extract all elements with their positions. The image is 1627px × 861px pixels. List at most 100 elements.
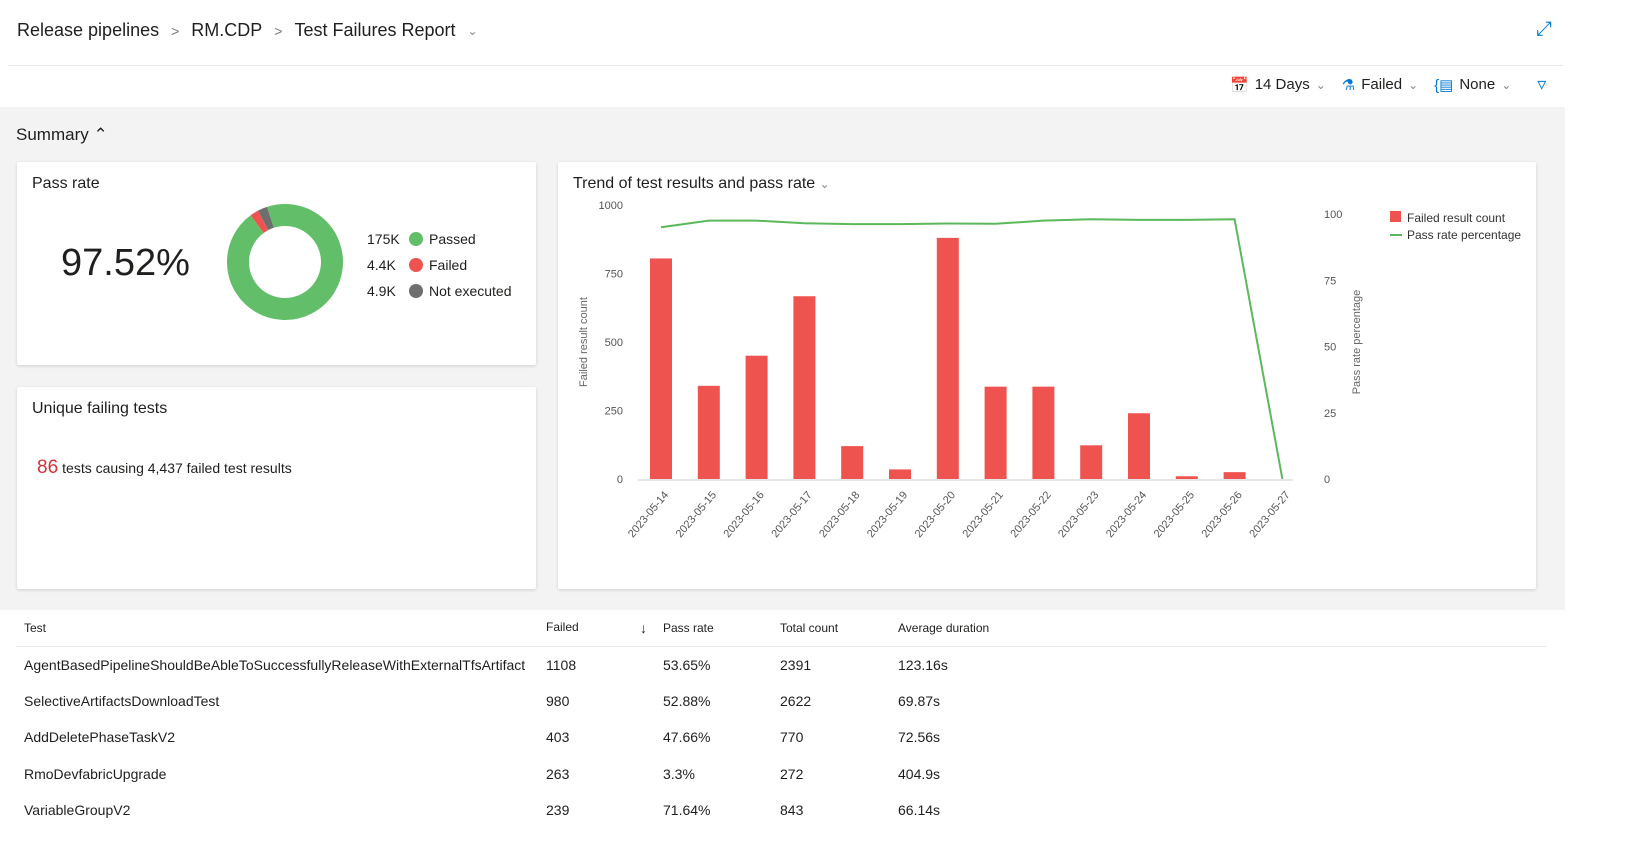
outcome-label: Failed — [1361, 76, 1403, 93]
table-cell: 69.87s — [898, 692, 941, 709]
summary-label: Summary — [16, 125, 89, 144]
unique-failing-summary: 86 tests causing 4,437 failed test result… — [37, 457, 292, 479]
x-tick-label: 2023-05-18 — [817, 489, 862, 540]
bar-2023-05-21 — [984, 386, 1007, 479]
breadcrumb-report[interactable]: Test Failures Report — [294, 20, 456, 40]
filter-icon[interactable]: ▿ — [1537, 74, 1547, 94]
table-cell: 123.16s — [898, 656, 948, 673]
toolbar: 📅 14 Days ⌄ ⚗ Failed ⌄ {▤ None ⌄ ▿ — [1230, 74, 1546, 95]
bar-2023-05-15 — [697, 385, 720, 479]
y-tick-label: 1000 — [599, 200, 623, 212]
table-cell: 404.9s — [898, 765, 941, 782]
table-row[interactable]: AgentBasedPipelineShouldBeAbleToSuccessf… — [16, 646, 1546, 683]
column-header-total-count[interactable]: Total count — [772, 610, 890, 647]
table-cell: 272 — [780, 765, 804, 782]
expand-icon[interactable]: ⤢ — [1536, 18, 1552, 40]
table-cell: 843 — [780, 802, 804, 819]
legend-failed: 4.4K Failed — [367, 252, 512, 278]
table-row[interactable]: RmoDevfabricUpgrade 263 3.3% 272 404.9s — [16, 756, 1546, 793]
chevron-down-icon: ⌄ — [1315, 77, 1326, 92]
legend-value: 175K — [367, 231, 400, 247]
divider — [8, 65, 1563, 66]
bar-2023-05-23 — [1080, 445, 1103, 479]
group-dropdown[interactable]: {▤ None ⌄ — [1434, 76, 1511, 94]
breadcrumb-rm-cdp[interactable]: RM.CDP — [191, 20, 263, 40]
breadcrumb: Release pipelines > RM.CDP > Test Failures… — [17, 20, 478, 41]
pass-rate-card: Pass rate 97.52% 175K Passed 4.4K Failed 4… — [17, 162, 536, 365]
table-cell: RmoDevfabricUpgrade — [24, 765, 167, 782]
y2-tick-label: 0 — [1324, 474, 1330, 486]
table-row[interactable]: AddDeletePhaseTaskV2 403 47.66% 770 72.56s — [16, 719, 1546, 756]
calendar-icon: 📅 — [1230, 76, 1249, 94]
card-title: Unique failing tests — [32, 400, 168, 417]
chevron-right-icon: > — [171, 22, 180, 39]
table-row[interactable]: SelectiveArtifactsDownloadTest 980 52.88% 2… — [16, 683, 1546, 720]
unique-count[interactable]: 86 — [37, 457, 59, 478]
x-tick-label: 2023-05-23 — [1056, 489, 1101, 540]
x-tick-label: 2023-05-21 — [961, 489, 1006, 540]
legend-label: Passed — [429, 231, 476, 247]
bar-2023-05-19 — [889, 469, 911, 479]
sort-down-icon: ↓ — [640, 619, 647, 636]
table-cell: AgentBasedPipelineShouldBeAbleToSuccessf… — [24, 656, 526, 673]
table-cell: 980 — [546, 692, 570, 709]
table-cell: 52.88% — [663, 692, 711, 709]
group-label: None — [1459, 76, 1496, 93]
chevron-down-icon: ⌄ — [1501, 77, 1512, 92]
dot-icon — [409, 258, 423, 272]
x-tick-label: 2023-05-24 — [1104, 489, 1149, 540]
unique-text: tests causing 4,437 failed test results — [62, 460, 292, 476]
outcome-dropdown[interactable]: ⚗ Failed ⌄ — [1342, 76, 1418, 94]
table-cell: 3.3% — [663, 765, 695, 782]
summary-toggle[interactable]: Summary ⌃ — [16, 125, 108, 145]
table-cell: 71.64% — [663, 802, 711, 819]
legend-passed: 175K Passed — [367, 226, 512, 252]
pass-rate-legend: 175K Passed 4.4K Failed 4.9K Not executed — [367, 226, 512, 304]
flask-icon: ⚗ — [1341, 76, 1356, 94]
x-tick-label: 2023-05-20 — [913, 489, 958, 540]
card-title: Pass rate — [32, 175, 100, 192]
x-tick-label: 2023-05-17 — [769, 489, 814, 540]
y-tick-label: 250 — [605, 406, 623, 418]
column-header-pass-rate[interactable]: Pass rate — [655, 610, 772, 647]
x-tick-label: 2023-05-27 — [1247, 489, 1292, 540]
bar-2023-05-18 — [841, 446, 864, 479]
table-cell: 66.14s — [898, 802, 941, 819]
period-label: 14 Days — [1254, 76, 1310, 93]
chevron-down-icon: ⌄ — [819, 177, 830, 191]
column-header-failed[interactable]: Failed ↓ — [538, 610, 655, 647]
legend-label: Failed — [429, 257, 468, 273]
scrollbar[interactable] — [1565, 0, 1627, 861]
donut-slice-failed — [250, 210, 269, 234]
x-tick-label: 2023-05-14 — [626, 489, 671, 540]
pass-rate-line — [660, 218, 1284, 480]
pass-rate-donut — [227, 204, 343, 320]
legend-not-executed: 4.9K Not executed — [367, 278, 512, 304]
y-tick-label: 0 — [617, 474, 623, 486]
dot-icon — [409, 284, 423, 298]
legend-value: 4.9K — [367, 283, 396, 299]
chevron-down-icon[interactable]: ⌄ — [467, 23, 478, 38]
legend-value: 4.4K — [367, 257, 396, 273]
table-row[interactable]: VariableGroupV2 239 71.64% 843 66.14s — [16, 792, 1546, 829]
chevron-right-icon: > — [274, 22, 283, 39]
bar-2023-05-17 — [793, 296, 816, 479]
dot-icon — [409, 232, 423, 246]
y2-axis-title: Pass rate percentage — [1351, 290, 1363, 395]
table-cell: 263 — [546, 765, 570, 782]
chart-title-dropdown[interactable]: Trend of test results and pass rate ⌄ — [573, 175, 830, 193]
donut-slice-passed — [227, 204, 343, 320]
column-header-average-duration[interactable]: Average duration — [890, 610, 1546, 647]
breadcrumb-release-pipelines[interactable]: Release pipelines — [17, 20, 160, 40]
table-cell: 2622 — [780, 692, 812, 709]
bar-2023-05-16 — [745, 355, 768, 479]
x-tick-label: 2023-05-15 — [674, 489, 719, 540]
legend-label-pass-rate: Pass rate percentage — [1407, 228, 1521, 242]
period-dropdown[interactable]: 📅 14 Days ⌄ — [1230, 76, 1326, 94]
chevron-up-icon: ⌃ — [93, 125, 108, 144]
table-cell: SelectiveArtifactsDownloadTest — [24, 692, 220, 709]
chart-title: Trend of test results and pass rate — [573, 175, 816, 192]
bar-2023-05-20 — [936, 237, 959, 479]
column-header-test[interactable]: Test — [16, 610, 538, 647]
